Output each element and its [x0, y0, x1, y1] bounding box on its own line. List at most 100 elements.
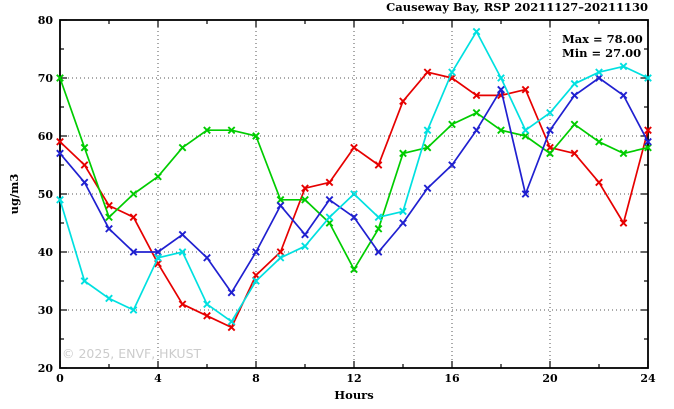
min-annotation: Min = 27.00 [562, 46, 641, 60]
series-cyan-marker [448, 68, 456, 77]
x-tick-label: 4 [154, 372, 162, 385]
plot-frame [59, 19, 649, 369]
series-blue-marker [154, 248, 162, 256]
series-cyan-marker [80, 277, 89, 285]
series-red-marker [595, 178, 603, 187]
series-cyan-marker [203, 300, 211, 309]
series-blue-path [59, 77, 649, 294]
series-green-marker [56, 74, 64, 82]
x-tick-label: 24 [640, 372, 656, 385]
series-blue-marker [423, 184, 432, 193]
series-green-marker [203, 126, 211, 135]
max-annotation: Max = 78.00 [562, 32, 643, 46]
series-blue-marker [472, 126, 481, 135]
series-cyan-marker [301, 242, 309, 251]
y-axis-label: ug/m3 [7, 174, 21, 215]
series-red-marker [301, 184, 309, 193]
series-cyan-marker [252, 277, 260, 285]
series-red-line [56, 68, 652, 332]
x-tick-label: 0 [56, 372, 64, 385]
y-tick-label: 80 [38, 14, 54, 27]
watermark: © 2025, ENVF, HKUST [62, 346, 202, 361]
series-cyan-marker [325, 213, 334, 222]
series-green-marker [227, 126, 236, 135]
series-blue-marker [252, 248, 260, 256]
series-blue-marker [570, 91, 579, 100]
series-cyan-marker [227, 317, 236, 326]
series-green-marker [595, 137, 603, 146]
series-blue-marker [350, 213, 358, 222]
axis-tick-labels: 0 4 8 12 16 20 24 20 30 40 50 60 70 80 [38, 14, 656, 385]
series-green-marker [178, 143, 187, 152]
series-red-marker [227, 323, 236, 332]
series-green-marker [350, 265, 358, 274]
series-cyan-marker [546, 108, 554, 117]
series-cyan-marker [619, 62, 628, 71]
series-blue-line [56, 74, 652, 297]
chart-title: Causeway Bay, RSP 20211127–20211130 [386, 0, 648, 14]
series-blue-marker [203, 253, 211, 262]
series-red-marker [619, 219, 628, 227]
series-green-marker [644, 143, 652, 152]
series-cyan-marker [570, 79, 579, 88]
series-blue-marker [178, 230, 187, 239]
series-blue-marker [105, 224, 113, 233]
series-cyan-marker [154, 253, 162, 262]
series-green-marker [154, 172, 162, 181]
series-cyan-marker [423, 126, 432, 135]
series-green-marker [521, 132, 530, 140]
x-axis-label: Hours [334, 388, 373, 402]
series-red-marker [276, 248, 285, 256]
series-red-marker [399, 97, 407, 106]
series-blue-marker [595, 74, 603, 82]
series-green-marker [546, 149, 554, 158]
series-red-marker [80, 161, 89, 169]
series-green-line [56, 74, 652, 274]
series-red-marker [570, 149, 579, 158]
series-green-marker [619, 149, 628, 158]
series-blue-marker [399, 219, 407, 227]
x-tick-label: 16 [444, 372, 460, 385]
series-red-marker [105, 201, 113, 210]
series-green-marker [472, 108, 481, 117]
series-lines [56, 27, 652, 332]
series-blue-marker [227, 288, 236, 297]
series-green-marker [105, 213, 113, 222]
series-blue-marker [619, 91, 628, 100]
y-tick-label: 40 [38, 246, 54, 259]
series-red-marker [129, 213, 138, 222]
series-green-marker [448, 120, 456, 129]
series-green-marker [497, 126, 505, 135]
series-red-marker [350, 143, 358, 152]
series-cyan-marker [521, 126, 530, 135]
series-green-marker [129, 190, 138, 198]
series-blue-marker [644, 137, 652, 146]
series-green-marker [80, 143, 89, 152]
series-cyan-marker [350, 190, 358, 198]
series-red-marker [325, 178, 334, 187]
series-cyan-line [56, 27, 652, 326]
series-cyan-marker [644, 74, 652, 82]
y-tick-label: 30 [38, 304, 54, 317]
series-cyan-marker [129, 306, 138, 314]
series-cyan-marker [374, 213, 383, 222]
series-cyan-marker [399, 207, 407, 216]
series-red-marker [203, 311, 211, 320]
y-tick-label: 60 [38, 130, 54, 143]
series-red-marker [178, 300, 187, 309]
series-blue-marker [497, 85, 505, 94]
series-blue-marker [56, 149, 64, 158]
series-green-path [59, 77, 649, 271]
y-tick-label: 20 [38, 362, 54, 375]
series-green-marker [423, 143, 432, 152]
series-red-marker [374, 161, 383, 169]
series-blue-marker [448, 161, 456, 169]
series-cyan-marker [595, 68, 603, 77]
series-blue-marker [129, 248, 138, 256]
series-green-marker [252, 132, 260, 140]
series-red-marker [521, 85, 530, 94]
series-red-marker [252, 271, 260, 280]
series-cyan-marker [178, 248, 187, 256]
